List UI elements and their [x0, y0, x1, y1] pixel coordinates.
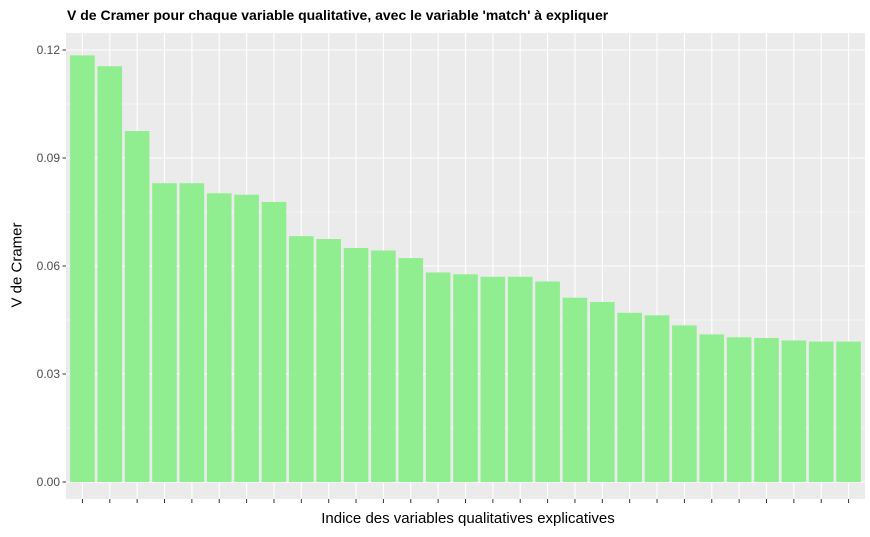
bar-14 [425, 272, 451, 482]
bar-8 [261, 201, 287, 483]
bar-26 [754, 338, 779, 482]
x-axis-label: Indice des variables qualitatives explic… [321, 510, 615, 527]
bar-2 [97, 66, 123, 482]
bar-7 [234, 194, 259, 482]
bar-11 [343, 248, 369, 482]
bar-18 [535, 281, 560, 482]
bar-22 [644, 315, 670, 482]
y-tick-label: 0.06 [37, 259, 61, 273]
bar-27 [781, 340, 807, 482]
bar-25 [726, 337, 752, 482]
bar-28 [808, 341, 834, 482]
axes: 0.00 0.03 0.06 0.09 0.12 [37, 43, 850, 503]
bar-10 [316, 239, 341, 482]
bar-13 [398, 258, 424, 482]
bar-29 [836, 341, 861, 482]
bar-5 [179, 183, 205, 482]
bar-15 [453, 274, 478, 482]
bar-17 [507, 276, 533, 482]
bar-16 [480, 276, 506, 482]
bar-20 [590, 302, 615, 482]
bar-21 [617, 312, 642, 482]
bar-24 [699, 334, 725, 482]
y-tick-label: 0.09 [37, 151, 61, 165]
bar-9 [289, 236, 314, 482]
y-tick-label: 0.00 [37, 475, 61, 489]
chart-title: V de Cramer pour chaque variable qualita… [67, 7, 609, 23]
bar-1 [70, 55, 95, 483]
bar-12 [371, 250, 396, 482]
bars [70, 55, 861, 483]
bar-23 [672, 325, 697, 482]
y-tick-label: 0.03 [37, 367, 61, 381]
y-tick-label: 0.12 [37, 43, 61, 57]
y-axis-label: V de Cramer [8, 222, 26, 308]
bar-4 [152, 183, 177, 482]
bar-19 [562, 297, 588, 482]
bar-6 [206, 193, 232, 482]
bar-3 [124, 131, 150, 482]
